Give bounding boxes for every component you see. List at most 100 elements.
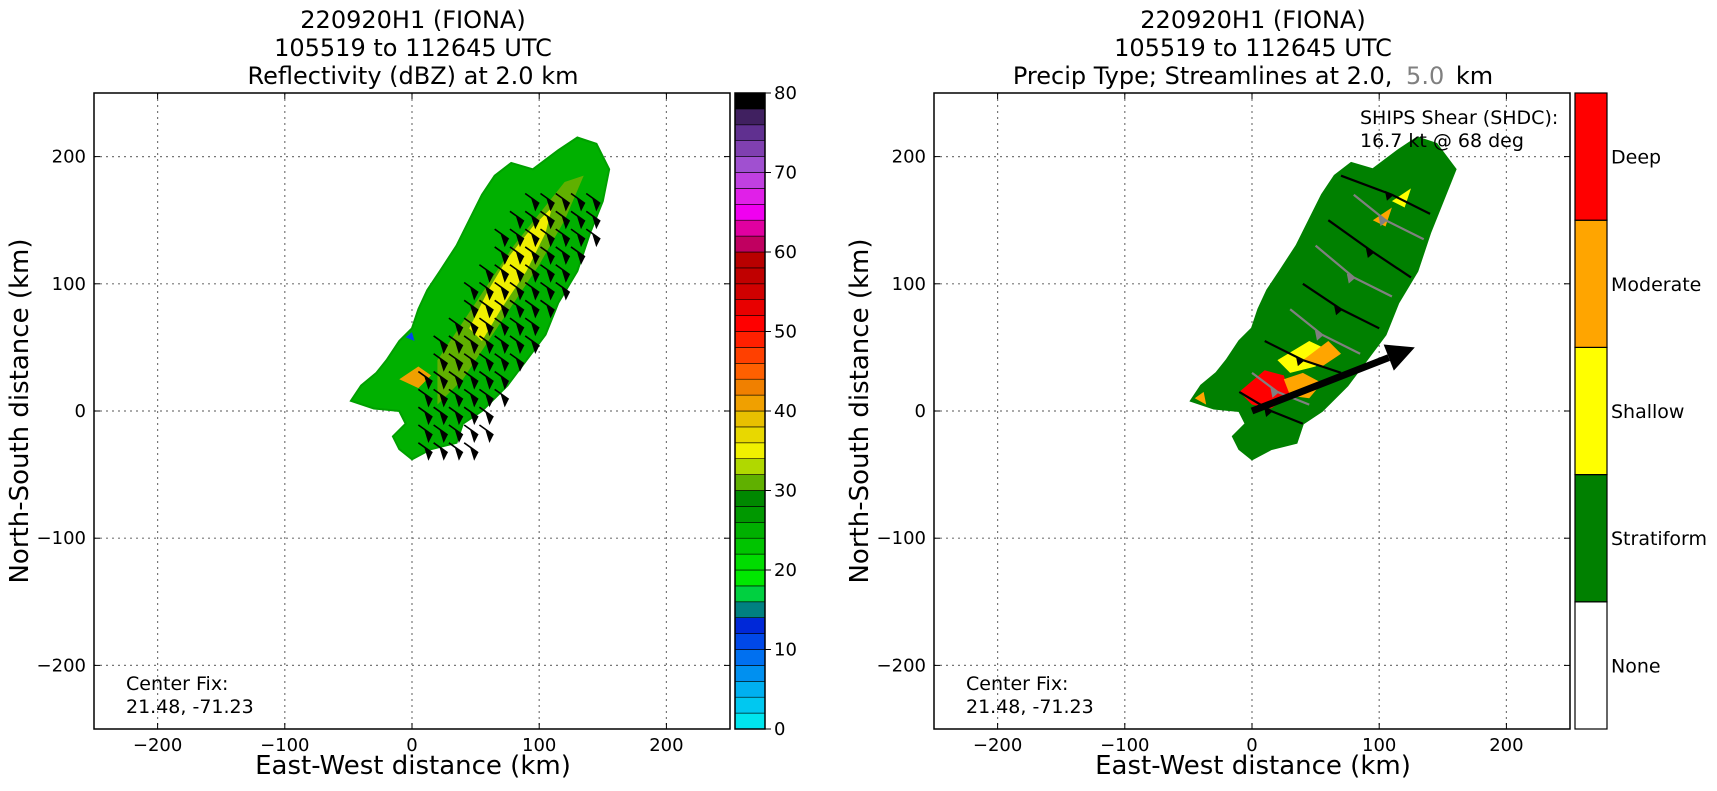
wind-barb-staff [448,317,464,329]
x-tick-label: 0 [1246,735,1257,756]
wind-barb-staff [463,424,479,436]
wind-barb-flag [531,198,540,212]
wind-barb-flag [470,394,479,408]
wind-barb-flag [470,412,479,426]
wind-barb-staff [540,192,555,205]
wind-barb-staff [478,388,494,401]
wind-barb-flag [470,287,479,301]
colorbar-cell [734,188,766,205]
legend-swatch-stratiform [1574,474,1608,603]
streamline-arrowhead [1314,330,1324,341]
colorbar-cell [734,633,766,650]
wind-barb-flag [546,251,555,265]
wind-barb-staff [478,264,494,276]
wind-barb-flag [454,323,463,337]
wind-barb-flag [546,198,555,212]
wind-barb-staff [463,317,479,329]
right-title-line3-part-b: 5.0 [1406,62,1444,90]
y-tick-label: 0 [915,401,926,422]
wind-barb-flag [454,412,463,426]
wind-barb-flag [561,198,570,212]
wind-barb-staff [555,246,571,258]
colorbar-cell [734,442,766,459]
wind-barb-flag [424,429,433,443]
y-tick-label: 0 [75,401,86,422]
wind-barb-flag [546,234,555,248]
precip-type-cell [1194,391,1207,405]
wind-barb-staff [570,210,586,222]
wind-barb-flag [531,287,540,301]
wind-barb-staff [494,281,510,294]
wind-barb-staff [417,388,433,401]
precip-type-legend: None Stratiform Shallow Moderate Deep [1574,92,1707,730]
colorbar-cell [734,251,766,269]
colorbar-cell [734,410,766,428]
wind-barb-flag [470,323,479,337]
right-x-axis-label: East-West distance (km) [1095,751,1411,781]
legend-swatch-deep [1574,92,1608,221]
colorbar-cell [734,553,766,571]
x-tick-label: −100 [260,735,309,756]
wind-barb-flag [500,358,509,372]
wind-barb-staff [463,353,479,365]
wind-barb-staff [494,317,510,329]
wind-barb-flag [515,269,524,283]
wind-barb-staff [494,388,510,401]
wind-barb-flag [500,287,509,301]
y-tick-label: 200 [52,147,86,168]
wind-barb-staff [478,424,494,436]
wind-barb-flag [500,323,509,337]
reflectivity-plot-area: −200 −100 0 100 200 −200 −100 0 100 200 [37,92,731,756]
colorbar-cells [734,92,766,730]
legend-swatch-none [1574,601,1608,730]
wind-barb-flag [439,394,448,408]
wind-barb-staff [494,335,510,347]
wind-barb-staff [448,442,464,454]
wind-barb-flag [500,251,509,265]
colorbar-cell [734,267,766,285]
colorbar-ticks: 0 10 20 30 40 50 60 70 80 [765,83,797,740]
x-tick-label: 0 [406,735,417,756]
wind-barb-staff [509,228,525,240]
legend-swatch-moderate [1574,219,1608,348]
wind-barb-flag [424,412,433,426]
right-title-line3: Precip Type; Streamlines at 2.0, 5.0 km [1013,62,1493,90]
wind-barb-flag [531,234,540,248]
wind-barb-flag [454,447,463,461]
wind-barb-flag [439,358,448,372]
left-center-fix-value: 21.48, -71.23 [126,696,254,718]
wind-barb-flag [424,394,433,408]
shear-arrow [1250,344,1415,415]
colorbar-tick-label: 50 [774,322,797,343]
colorbar-cell [734,394,766,412]
colorbar-cell [734,601,766,618]
colorbar-cell [734,474,766,491]
wind-barb-flag [577,251,585,265]
colorbar-cell [734,124,766,142]
wind-barb-staff [524,299,540,311]
wind-barb-flag [485,340,494,354]
streamline-arrowhead [1378,216,1388,227]
wind-barb-staff [478,406,494,418]
wind-barb-staff [494,299,510,311]
y-tick-label: 100 [52,274,86,295]
wind-barb-flag [439,447,448,461]
wind-barb-staff [417,442,433,454]
wind-barb-flag [561,234,570,248]
wind-barb-staff [478,370,494,383]
wind-barb-flag [515,340,524,354]
x-tick-label: −200 [133,735,182,756]
colorbar-cell [734,458,766,475]
y-tick-label: −200 [37,655,86,676]
echo-hotspot [399,366,432,389]
left-title-line3: Reflectivity (dBZ) at 2.0 km [248,62,579,90]
wind-barb-staff [463,388,479,401]
colorbar-tick-label: 80 [774,83,797,104]
wind-barb-flag [485,358,494,372]
wind-barb-staff [494,370,510,383]
wind-barb-staff [448,406,464,418]
right-title-line2: 105519 to 112645 UTC [1114,34,1392,62]
colorbar-cell [734,712,766,730]
right-y-axis-label: North-South distance (km) [845,238,875,583]
wind-barb-staff [555,228,571,240]
